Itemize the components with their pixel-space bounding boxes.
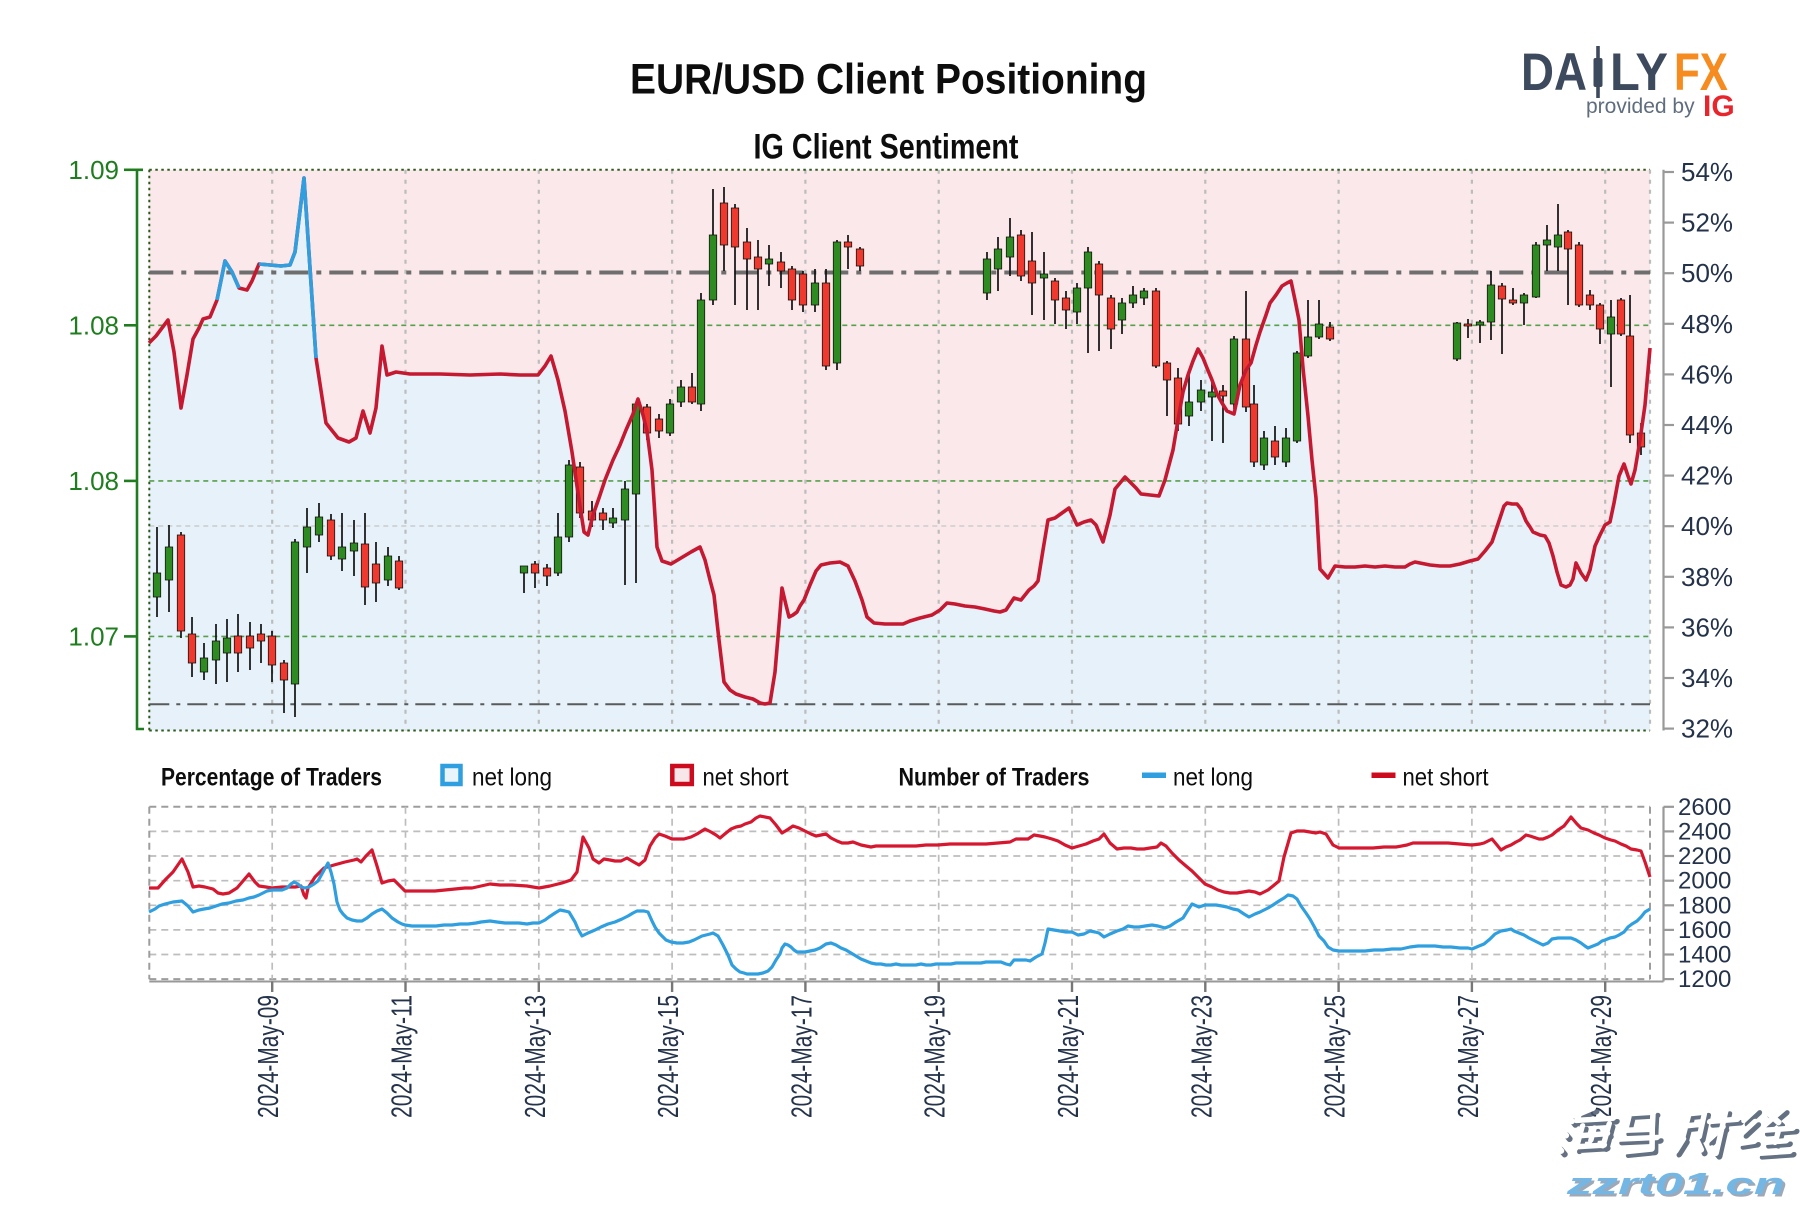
svg-text:2000: 2000 [1678,868,1731,895]
svg-text:2024-May-15: 2024-May-15 [653,995,685,1118]
svg-text:44%: 44% [1681,410,1733,440]
svg-text:34%: 34% [1681,663,1733,693]
svg-text:IG Client Sentiment: IG Client Sentiment [754,128,1019,167]
svg-text:Number of Traders: Number of Traders [899,764,1090,792]
svg-text:42%: 42% [1681,461,1733,491]
svg-text:net short: net short [1403,764,1489,792]
svg-text:2024-May-19: 2024-May-19 [920,995,952,1118]
svg-text:2024-May-25: 2024-May-25 [1320,995,1352,1118]
svg-text:2024-May-27: 2024-May-27 [1453,995,1485,1118]
svg-text:2024-May-29: 2024-May-29 [1586,995,1618,1118]
svg-text:46%: 46% [1681,359,1733,389]
svg-text:2024-May-23: 2024-May-23 [1186,995,1218,1118]
svg-text:40%: 40% [1681,511,1733,541]
svg-text:provided by: provided by [1586,95,1695,118]
svg-text:2400: 2400 [1678,818,1731,845]
svg-text:FX: FX [1674,43,1728,102]
svg-text:1.07: 1.07 [68,621,119,651]
svg-text:54%: 54% [1681,157,1733,187]
svg-text:LY: LY [1610,43,1668,102]
svg-text:2024-May-11: 2024-May-11 [387,995,419,1118]
svg-text:36%: 36% [1681,612,1733,642]
svg-text:zzrt01.cn: zzrt01.cn [1565,1166,1785,1200]
svg-text:1800: 1800 [1678,892,1731,919]
svg-text:1200: 1200 [1678,966,1731,993]
svg-text:2600: 2600 [1678,794,1731,821]
svg-text:1.08: 1.08 [68,466,119,496]
svg-text:2024-May-21: 2024-May-21 [1053,995,1085,1118]
svg-text:1.08: 1.08 [68,310,119,340]
svg-text:net long: net long [1173,764,1253,792]
svg-text:2024-May-09: 2024-May-09 [253,995,285,1118]
svg-text:48%: 48% [1681,309,1733,339]
svg-text:net long: net long [472,764,552,792]
svg-text:IG: IG [1703,90,1735,123]
svg-text:Percentage of Traders: Percentage of Traders [161,764,382,792]
svg-text:52%: 52% [1681,208,1733,238]
svg-text:net short: net short [703,764,789,792]
svg-text:zzrt01.cn: zzrt01.cn [1568,1169,1788,1201]
svg-text:DA: DA [1521,43,1587,102]
svg-text:50%: 50% [1681,258,1733,288]
svg-text:EUR/USD Client Positioning: EUR/USD Client Positioning [630,56,1147,104]
svg-text:1400: 1400 [1678,942,1731,969]
svg-text:2200: 2200 [1678,843,1731,870]
svg-text:32%: 32% [1681,714,1733,744]
svg-text:2024-May-17: 2024-May-17 [786,995,818,1118]
svg-text:38%: 38% [1681,562,1733,592]
svg-text:1.09: 1.09 [68,155,119,185]
svg-text:1600: 1600 [1678,917,1731,944]
svg-text:2024-May-13: 2024-May-13 [520,995,552,1118]
